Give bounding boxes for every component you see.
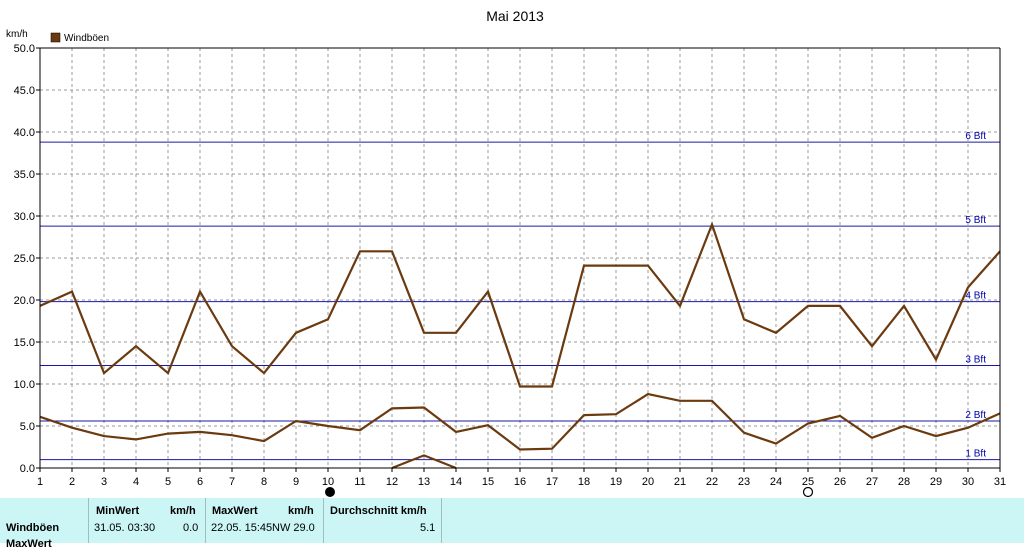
y-tick-label: 35.0 bbox=[14, 169, 35, 181]
series-group bbox=[39, 221, 1001, 470]
x-tick-label: 28 bbox=[898, 476, 910, 488]
series-line-avg bbox=[39, 392, 1001, 451]
x-tick-label: 8 bbox=[261, 476, 267, 488]
x-tick-label: 12 bbox=[386, 476, 398, 488]
x-tick-label: 21 bbox=[674, 476, 686, 488]
min-date: 31.05. 03:30 bbox=[94, 522, 156, 534]
new-moon-icon bbox=[325, 487, 335, 497]
stats-divider bbox=[441, 498, 442, 543]
x-tick-label: 9 bbox=[293, 476, 299, 488]
x-tick-label: 29 bbox=[930, 476, 942, 488]
legend-swatch bbox=[50, 32, 61, 43]
stats-row-label-next: MaxWert bbox=[6, 538, 52, 550]
beaufort-label: 3 Bft bbox=[965, 355, 986, 366]
x-tick-label: 17 bbox=[546, 476, 558, 488]
avg-value: 5.1 bbox=[420, 522, 436, 534]
wind-chart: Mai 2013 km/h Windböen 1 Bft 2 Bft 3 Bft 4 … bbox=[6, 8, 1007, 498]
series-line-min bbox=[391, 454, 457, 470]
stats-row-label: Windböen bbox=[6, 522, 60, 534]
x-tick-label: 16 bbox=[514, 476, 526, 488]
y-tick-label: 50.0 bbox=[14, 43, 35, 55]
x-tick-label: 27 bbox=[866, 476, 878, 488]
x-tick-label: 31 bbox=[994, 476, 1006, 488]
beaufort-label: 6 Bft bbox=[965, 131, 986, 142]
x-tick-label: 15 bbox=[482, 476, 494, 488]
x-tick-label: 19 bbox=[610, 476, 622, 488]
y-axis-unit: km/h bbox=[6, 29, 28, 40]
x-tick-label: 13 bbox=[418, 476, 430, 488]
x-tick-label: 1 bbox=[37, 476, 43, 488]
x-tick-label: 24 bbox=[770, 476, 782, 488]
y-tick-label: 40.0 bbox=[14, 127, 35, 139]
beaufort-label: 4 Bft bbox=[965, 291, 986, 302]
series-line-max bbox=[39, 221, 1001, 388]
min-value: 0.0 bbox=[183, 522, 199, 534]
x-tick-label: 4 bbox=[133, 476, 139, 488]
y-tick-label: 5.0 bbox=[20, 421, 35, 433]
x-tick-label: 30 bbox=[962, 476, 974, 488]
full-moon-icon bbox=[802, 486, 814, 498]
stats-divider bbox=[88, 498, 89, 543]
x-tick-label: 3 bbox=[101, 476, 107, 488]
stats-divider bbox=[205, 498, 206, 543]
beaufort-lines: 1 Bft 2 Bft 3 Bft 4 Bft 5 Bft 6 Bft bbox=[40, 131, 1000, 461]
x-tick-label: 22 bbox=[706, 476, 718, 488]
x-tick-label: 20 bbox=[642, 476, 654, 488]
grid-lines bbox=[40, 48, 1000, 468]
beaufort-label: 5 Bft bbox=[965, 215, 986, 226]
x-tick-label: 11 bbox=[354, 476, 365, 488]
max-value: NW 29.0 bbox=[272, 522, 315, 534]
y-tick-label: 25.0 bbox=[14, 253, 35, 265]
moon-phases bbox=[325, 486, 814, 498]
min-unit: km/h bbox=[170, 505, 196, 517]
x-tick-label: 14 bbox=[450, 476, 462, 488]
y-tick-label: 15.0 bbox=[14, 337, 35, 349]
y-tick-label: 30.0 bbox=[14, 211, 35, 223]
stats-divider bbox=[323, 498, 324, 543]
beaufort-label: 1 Bft bbox=[965, 449, 986, 460]
max-header: MaxWert bbox=[212, 505, 258, 517]
chart-title: Mai 2013 bbox=[486, 8, 544, 24]
y-tick-label: 0.0 bbox=[20, 463, 35, 475]
y-tick-label: 10.0 bbox=[14, 379, 35, 391]
stats-panel: Windböen MaxWert MinWert km/h 31.05. 03:… bbox=[0, 498, 1024, 550]
x-tick-label: 2 bbox=[69, 476, 75, 488]
x-tick-label: 25 bbox=[802, 476, 814, 488]
x-tick-label: 18 bbox=[578, 476, 590, 488]
max-unit: km/h bbox=[288, 505, 314, 517]
tick-labels: 0.0 5.0 10.0 15.0 20.0 25.0 30.0 35.0 40.0 45.0 50… bbox=[14, 43, 1007, 488]
avg-header: Durchschnitt km/h bbox=[330, 505, 427, 517]
y-tick-label: 20.0 bbox=[14, 295, 35, 307]
y-tick-label: 45.0 bbox=[14, 85, 35, 97]
x-tick-label: 5 bbox=[165, 476, 171, 488]
min-header: MinWert bbox=[96, 505, 140, 517]
legend-label: Windböen bbox=[64, 33, 109, 44]
x-tick-label: 6 bbox=[197, 476, 203, 488]
x-tick-label: 26 bbox=[834, 476, 846, 488]
beaufort-label: 2 Bft bbox=[965, 410, 986, 421]
x-tick-label: 7 bbox=[229, 476, 235, 488]
x-tick-label: 10 bbox=[322, 476, 334, 488]
x-tick-label: 23 bbox=[738, 476, 750, 488]
max-date: 22.05. 15:45 bbox=[211, 522, 273, 534]
